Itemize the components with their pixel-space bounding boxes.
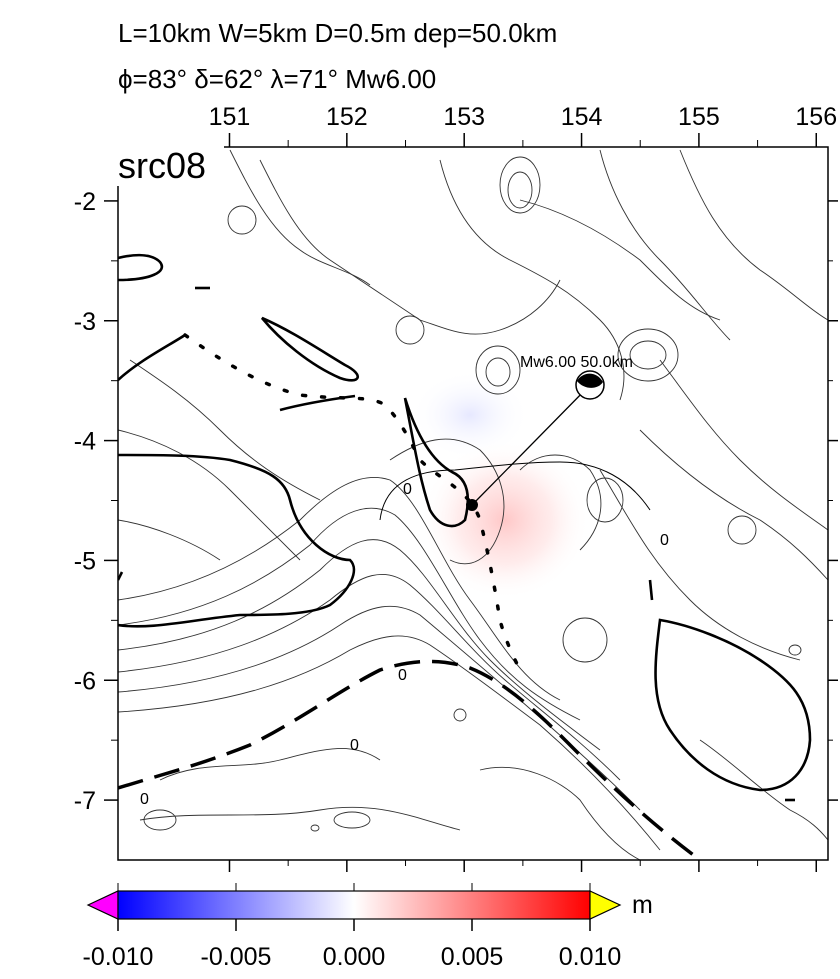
contour-label-2: 0: [660, 532, 669, 549]
colorbar-under-triangle: [86, 890, 119, 920]
lat-tick-label: -7: [74, 787, 96, 815]
figure-title-line2: ϕ=83° δ=62° λ=71° Mw6.00: [118, 64, 436, 94]
epicenter-marker: [466, 499, 478, 511]
colorbar-unit: m: [632, 891, 653, 919]
figure-title-line1: L=10km W=5km D=0.5m dep=50.0km: [118, 18, 557, 48]
contour-label-3: 0: [398, 667, 407, 684]
colorbar-tick-label: -0.010: [83, 943, 154, 971]
bathymetry-contours: [118, 149, 828, 860]
map-frame: [117, 146, 829, 861]
subsidence-shading: [410, 370, 530, 460]
contour-label-1: 0: [403, 481, 412, 498]
map-content: Mw6.00 50.0km 0 0 0 0 0: [118, 149, 828, 860]
contour-label-4: 0: [350, 737, 359, 754]
colorbar-ticks: -0.010 -0.005 0.000 0.005 0.010: [83, 883, 622, 971]
lat-tick-label: -4: [74, 428, 96, 456]
lat-tick-label: -6: [74, 667, 96, 695]
lon-tick-label: 151: [209, 103, 251, 131]
colorbar-over-triangle: [589, 890, 622, 920]
map-panel: Mw6.00 50.0km 0 0 0 0 0 src08 151 152 153 1…: [74, 103, 838, 872]
beachball-icon: [575, 370, 605, 400]
lon-tick-label: 154: [561, 103, 603, 131]
colorbar: m -0.010 -0.005 0.000 0.005 0.010: [83, 883, 653, 971]
colorbar-tick-label: 0.000: [323, 943, 386, 971]
colorbar-tick-label: 0.005: [441, 943, 504, 971]
axis-ticks: 151 152 153 154 155 156 -2 -3 -4 -5 -6 -7: [74, 103, 838, 872]
contour-label-5: 0: [140, 791, 149, 808]
lat-tick-label: -3: [74, 308, 96, 336]
coastline-contours: [118, 253, 812, 802]
uplift-shading: [420, 440, 590, 600]
colorbar-tick-label: -0.005: [201, 943, 272, 971]
source-connector: [471, 384, 591, 506]
panel-label: src08: [118, 145, 206, 186]
small-contours: [143, 156, 802, 832]
lat-tick-label: -2: [74, 188, 96, 216]
panel-label-backing: [112, 144, 224, 186]
lon-tick-label: 155: [678, 103, 720, 131]
lon-tick-label: 152: [326, 103, 368, 131]
colorbar-tick-label: 0.010: [559, 943, 622, 971]
lon-tick-label: 153: [443, 103, 485, 131]
lon-tick-label: 156: [795, 103, 837, 131]
colorbar-gradient: [117, 890, 591, 920]
lat-tick-label: -5: [74, 547, 96, 575]
source-label: Mw6.00 50.0km: [520, 354, 633, 371]
trench-dashed: [118, 659, 702, 860]
